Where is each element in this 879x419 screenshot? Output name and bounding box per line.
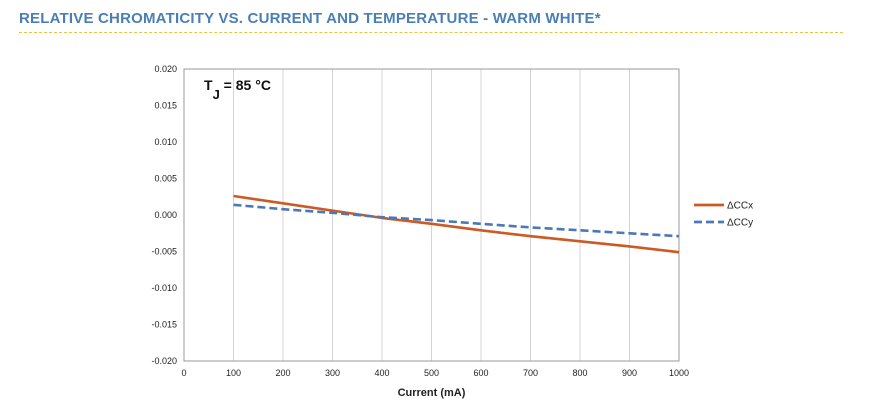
x-tick-label: 600 <box>473 368 488 378</box>
y-tick-label: 0.000 <box>154 210 177 220</box>
x-tick-label: 100 <box>226 368 241 378</box>
x-tick-label: 200 <box>275 368 290 378</box>
x-tick-label: 700 <box>523 368 538 378</box>
series-line <box>233 194 680 254</box>
plot-area <box>183 68 680 362</box>
y-tick-label: -0.015 <box>151 320 177 330</box>
y-tick-label: 0.020 <box>154 64 177 74</box>
temperature-annotation: TJ = 85 °C <box>204 77 271 102</box>
title-divider <box>19 32 843 33</box>
x-tick-label: 0 <box>181 368 186 378</box>
x-axis-title: Current (mA) <box>398 387 466 399</box>
x-tick-label: 500 <box>424 368 439 378</box>
x-tick-label: 800 <box>572 368 587 378</box>
y-tick-label: 0.010 <box>154 137 177 147</box>
legend-label: ΔCCx <box>727 201 753 212</box>
y-axis-ticks: 0.020 0.015 0.010 0.005 0.000 -0.005 -0.010 -0.… <box>151 64 177 366</box>
series-line <box>233 203 680 238</box>
y-tick-label: -0.005 <box>151 247 177 257</box>
annotation-main: T <box>204 77 213 93</box>
x-tick-label: 1000 <box>669 368 689 378</box>
x-axis-ticks: 0 100 200 300 400 500 600 700 800 900 1000 <box>181 368 689 378</box>
y-tick-label: -0.020 <box>151 356 177 366</box>
x-tick-label: 900 <box>622 368 637 378</box>
x-tick-label: 300 <box>325 368 340 378</box>
y-tick-label: 0.005 <box>154 174 177 184</box>
chart-grid <box>233 69 630 361</box>
legend: ΔCCx ΔCCy <box>694 201 753 229</box>
annotation-subscript: J <box>213 87 220 102</box>
x-tick-label: 400 <box>374 368 389 378</box>
annotation-rest: = 85 °C <box>220 77 271 93</box>
series-layer <box>233 194 680 254</box>
legend-label: ΔCCy <box>727 218 753 229</box>
y-tick-label: -0.010 <box>151 283 177 293</box>
page-title: RELATIVE CHROMATICITY VS. CURRENT AND TE… <box>19 10 601 27</box>
y-tick-label: 0.015 <box>154 101 177 111</box>
